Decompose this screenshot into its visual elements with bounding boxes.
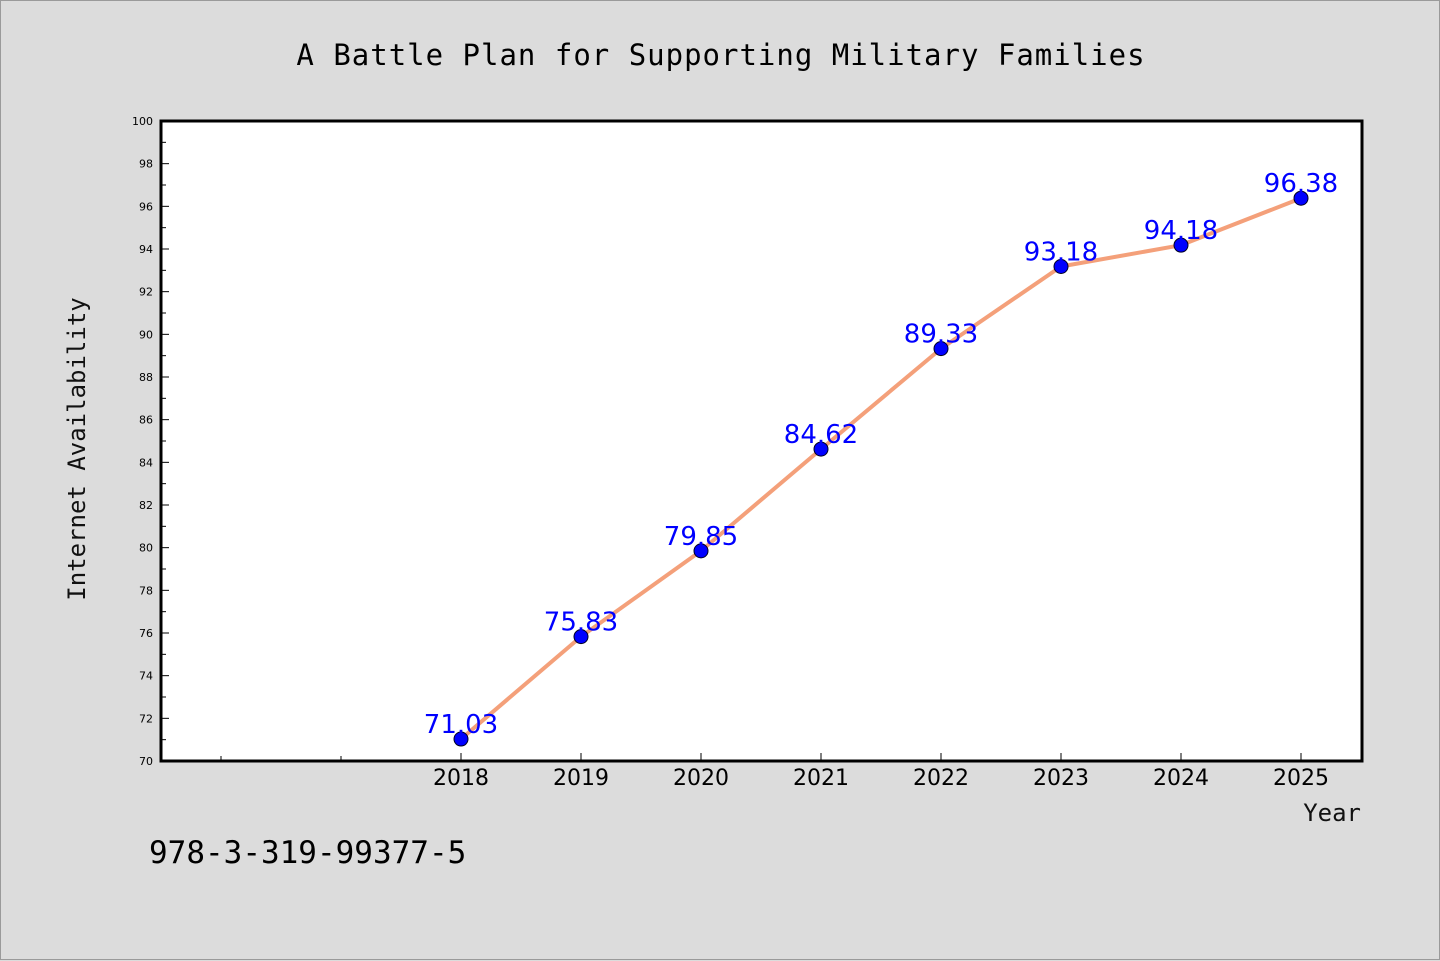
plot-area (161, 121, 1362, 761)
data-point (1293, 190, 1309, 206)
data-point (1173, 237, 1189, 253)
isbn-footnote: 978-3-319-99377-5 (149, 835, 467, 871)
chart-title: A Battle Plan for Supporting Military Fa… (296, 38, 1145, 72)
y-tick-label: 74 (139, 670, 153, 683)
data-label: 89.33 (904, 320, 978, 350)
y-tick-label: 80 (139, 542, 153, 555)
plot-frame (159, 119, 1364, 763)
data-label-layer: 71.03 75.83 79.85 84.62 89.33 93.18 94.18 96.38 (424, 169, 1338, 740)
x-tick-label: 2019 (553, 766, 609, 791)
data-label: 84.62 (784, 420, 858, 450)
data-label: 75.83 (544, 608, 618, 638)
x-tick-label: 2025 (1273, 766, 1329, 791)
y-tick-label: 90 (139, 328, 153, 341)
y-tick-label: 92 (139, 286, 153, 299)
data-point (1053, 258, 1069, 274)
y-tick-label: 88 (139, 371, 153, 384)
data-point (693, 543, 709, 559)
x-axis: 2018 2019 2020 2021 2022 2023 2024 2025 (220, 753, 1329, 791)
x-tick-label: 2021 (793, 766, 849, 791)
x-tick-label: 2018 (433, 766, 489, 791)
y-tick-label: 84 (139, 456, 153, 469)
data-label: 93.18 (1024, 237, 1098, 267)
x-tick-label: 2022 (913, 766, 969, 791)
series-layer (453, 190, 1309, 747)
data-label: 79.85 (664, 522, 738, 552)
data-label: 94.18 (1144, 216, 1218, 246)
y-tick-label: 86 (139, 414, 153, 427)
y-tick-label: 76 (139, 627, 153, 640)
y-tick-label: 96 (139, 200, 153, 213)
data-point (933, 341, 949, 357)
data-point (453, 731, 469, 747)
y-tick-label: 70 (139, 755, 153, 768)
y-axis-title: Internet Availability (63, 297, 91, 600)
y-tick-label: 94 (139, 243, 153, 256)
x-tick-label: 2023 (1033, 766, 1089, 791)
x-tick-label: 2020 (673, 766, 729, 791)
data-point (813, 441, 829, 457)
y-tick-label: 100 (132, 115, 153, 128)
x-tick-label: 2024 (1153, 766, 1209, 791)
x-axis-title: Year (1303, 799, 1361, 827)
data-label: 71.03 (424, 710, 498, 740)
y-tick-label: 72 (139, 712, 153, 725)
y-tick-label: 78 (139, 584, 153, 597)
data-label: 96.38 (1264, 169, 1338, 199)
y-tick-label: 98 (139, 158, 153, 171)
y-tick-label: 82 (139, 499, 153, 512)
y-axis: 70 72 74 76 78 80 82 84 86 88 90 92 94 96 98 100 (132, 115, 169, 768)
series-line (459, 196, 1303, 742)
data-point (573, 629, 589, 645)
